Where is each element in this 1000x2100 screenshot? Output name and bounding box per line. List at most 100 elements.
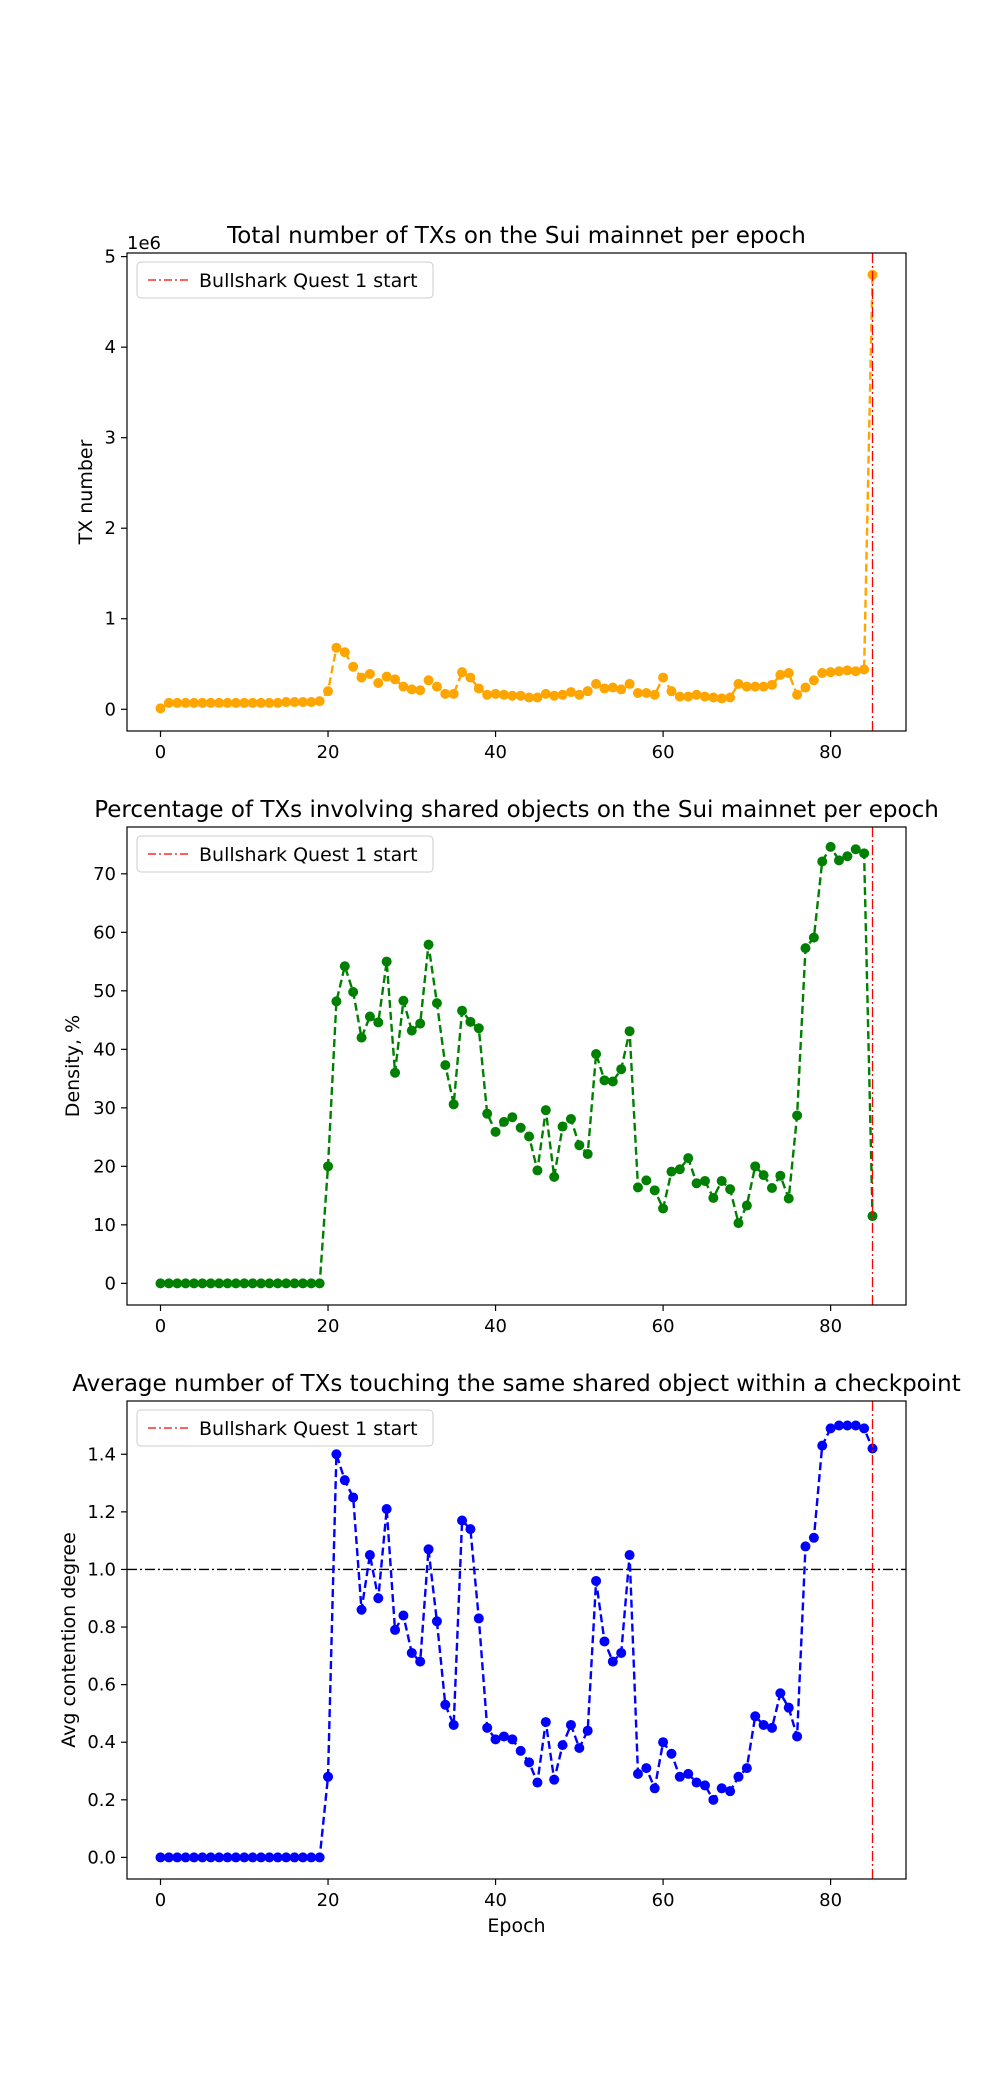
data-point xyxy=(699,1175,710,1186)
legend-box xyxy=(136,1409,434,1447)
data-point xyxy=(465,1016,476,1027)
data-point xyxy=(163,1278,174,1289)
data-point xyxy=(264,697,275,708)
axes-frame xyxy=(126,826,907,1306)
data-point xyxy=(197,1278,208,1289)
data-point xyxy=(297,1852,308,1863)
data-point xyxy=(632,687,643,698)
data-point xyxy=(256,1852,267,1863)
data-point xyxy=(440,1699,451,1710)
data-point xyxy=(390,674,401,685)
y-axis-label: TX number xyxy=(75,439,97,545)
axes-frame xyxy=(126,1400,907,1880)
data-point xyxy=(289,1278,300,1289)
data-point xyxy=(792,1731,803,1742)
data-point xyxy=(356,672,367,683)
data-point xyxy=(607,1076,618,1087)
data-point xyxy=(658,672,669,683)
data-point xyxy=(281,1852,292,1863)
legend-label: Bullshark Quest 1 start xyxy=(199,270,418,292)
data-point xyxy=(624,678,635,689)
axes-frame xyxy=(126,252,907,732)
data-point xyxy=(306,1852,317,1863)
data-point xyxy=(691,1777,702,1788)
data-point xyxy=(842,851,853,862)
data-point xyxy=(641,1175,652,1186)
data-point xyxy=(524,692,535,703)
series-line xyxy=(160,844,874,1285)
y-tick-label: 50 xyxy=(93,981,116,1002)
data-point xyxy=(641,1763,652,1774)
data-point xyxy=(180,697,191,708)
data-point xyxy=(473,1613,484,1624)
data-point xyxy=(457,1005,468,1016)
data-point xyxy=(473,1023,484,1034)
x-tick-label: 60 xyxy=(652,1890,675,1911)
data-point xyxy=(540,688,551,699)
data-point xyxy=(574,689,585,700)
data-point xyxy=(423,939,434,950)
subplot-2: Percentage of TXs involving shared objec… xyxy=(62,797,939,1337)
data-point xyxy=(850,844,861,855)
data-point xyxy=(758,1170,769,1181)
data-point xyxy=(172,697,183,708)
data-point xyxy=(549,690,560,701)
data-point xyxy=(364,1011,375,1022)
y-tick-label: 5 xyxy=(105,247,116,268)
x-tick-label: 20 xyxy=(317,1316,340,1337)
data-point xyxy=(356,1032,367,1043)
data-point xyxy=(666,686,677,697)
data-point xyxy=(750,1161,761,1172)
data-point xyxy=(197,697,208,708)
data-point xyxy=(666,1748,677,1759)
x-tick-label: 80 xyxy=(819,1890,842,1911)
data-point xyxy=(373,678,384,689)
data-point xyxy=(691,689,702,700)
data-point xyxy=(247,697,258,708)
data-point xyxy=(641,687,652,698)
x-tick-label: 40 xyxy=(484,1890,507,1911)
data-point xyxy=(272,697,283,708)
data-point xyxy=(482,1108,493,1119)
data-point xyxy=(323,1771,334,1782)
data-point xyxy=(230,1278,241,1289)
data-point xyxy=(482,1722,493,1733)
data-point xyxy=(323,686,334,697)
data-point xyxy=(348,986,359,997)
data-point xyxy=(733,1218,744,1229)
data-point xyxy=(214,697,225,708)
data-point xyxy=(859,664,870,675)
y-tick-label: 0.8 xyxy=(87,1617,116,1638)
data-point xyxy=(825,667,836,678)
data-point xyxy=(649,689,660,700)
data-point xyxy=(699,691,710,702)
data-point xyxy=(331,642,342,653)
data-point xyxy=(574,1140,585,1151)
data-point xyxy=(565,687,576,698)
data-point xyxy=(297,697,308,708)
legend-label: Bullshark Quest 1 start xyxy=(199,1418,418,1440)
data-point xyxy=(775,669,786,680)
data-point xyxy=(457,1515,468,1526)
data-point xyxy=(323,1161,334,1172)
data-point xyxy=(415,685,426,696)
data-point xyxy=(515,1745,526,1756)
data-point xyxy=(708,692,719,703)
data-point xyxy=(716,1175,727,1186)
data-point xyxy=(331,996,342,1007)
data-point xyxy=(825,841,836,852)
x-tick-label: 0 xyxy=(155,742,166,763)
y-tick-label: 70 xyxy=(93,864,116,885)
data-point xyxy=(163,697,174,708)
data-point xyxy=(364,1550,375,1561)
y-tick-label: 20 xyxy=(93,1156,116,1177)
data-point xyxy=(683,691,694,702)
data-point xyxy=(473,683,484,694)
data-point xyxy=(616,684,627,695)
y-tick-label: 1 xyxy=(105,609,116,630)
series-line xyxy=(160,1424,874,1859)
data-point xyxy=(632,1182,643,1193)
legend: Bullshark Quest 1 start xyxy=(136,1409,434,1447)
data-point xyxy=(230,1852,241,1863)
